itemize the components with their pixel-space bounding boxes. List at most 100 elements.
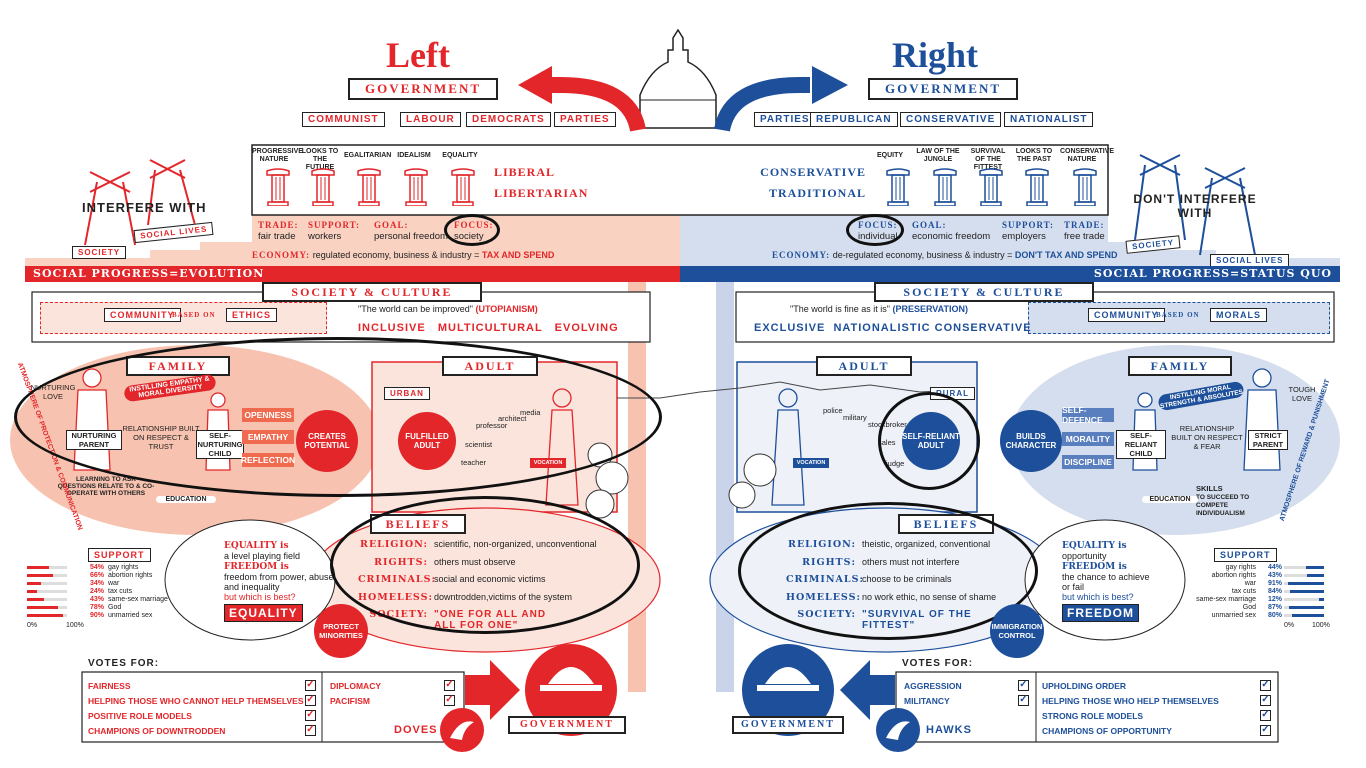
- vote-item: CHAMPIONS OF DOWNTRODDEN: [88, 726, 226, 736]
- support-label: war: [108, 580, 120, 587]
- doves-label: DOVES: [394, 724, 438, 736]
- support-pct: 12%: [1267, 596, 1282, 603]
- economy-right: ECONOMY: de-regulated economy, business …: [772, 250, 1118, 260]
- support-pct: 80%: [1267, 612, 1282, 619]
- support-title-left: SUPPORT: [88, 548, 151, 562]
- family-banner-right: FAMILY: [1128, 356, 1232, 376]
- party-label-left: PARTIES: [554, 112, 616, 127]
- government-banner-bottom-right: GOVERNMENT: [732, 716, 844, 734]
- support-left: SUPPORT: workers: [308, 220, 361, 242]
- pillar-label: CONSERVATIVE NATURE: [1060, 148, 1115, 163]
- support-label: same-sex marriage: [1196, 596, 1256, 603]
- community-panel-left: [40, 302, 327, 334]
- hawk-icon: [886, 718, 910, 742]
- support-label: unmarried sex: [1211, 612, 1256, 619]
- vote-item: AGGRESSION: [904, 681, 962, 691]
- party-label-right: PARTIES: [754, 112, 816, 127]
- pillar-column-icon: [450, 168, 476, 207]
- support-right: SUPPORT: employers: [1002, 220, 1055, 242]
- job-police: police: [823, 406, 843, 415]
- support-label: abortion rights: [1211, 572, 1256, 579]
- skills-text: TO SUCCEED TO COMPETE INDIVIDUALISM: [1196, 494, 1250, 517]
- checkbox-icon: ✓: [305, 724, 316, 736]
- quote-right: "The world is fine as it is" (PRESERVATI…: [790, 304, 968, 314]
- trade-right: TRADE: free trade: [1064, 220, 1105, 242]
- checkbox-icon: ✓: [1018, 694, 1029, 706]
- support-label: God: [108, 604, 122, 611]
- support-pct: 54%: [90, 564, 105, 571]
- tough-love: TOUGH LOVE: [1288, 385, 1316, 403]
- traits-right: EXCLUSIVE NATIONALISTIC CONSERVATIVE: [754, 322, 1032, 334]
- traits-left: INCLUSIVE MULTICULTURAL EVOLVING: [358, 322, 619, 334]
- support-label: tax cuts: [108, 588, 133, 595]
- equality-block-left: EQUALITY is a level playing field FREEDOM…: [224, 541, 334, 602]
- protect-minorities-badge: PROTECT MINORITIES: [314, 604, 368, 658]
- support-label: unmarried sex: [108, 612, 153, 619]
- support-pct: 87%: [1267, 604, 1282, 611]
- party-labour: LABOUR: [400, 112, 461, 127]
- support-pct: 44%: [1267, 564, 1282, 571]
- support-axis-min-left: 0%: [27, 622, 38, 629]
- highlight-oval-self-reliant: [878, 392, 980, 490]
- vocation-briefcase-right: VOCATION: [793, 458, 829, 468]
- goal-left: GOAL: personal freedom: [374, 220, 448, 242]
- social-progress-left: SOCIAL PROGRESS=EVOLUTION: [25, 266, 680, 282]
- support-bar: [27, 590, 37, 593]
- checkbox-icon: ✓: [305, 694, 316, 706]
- highlight-oval-family-adult-left: [14, 337, 662, 497]
- education-right: EDUCATION: [1142, 496, 1198, 503]
- strict-parent: STRICT PARENT: [1248, 430, 1288, 450]
- pillar-label: EQUALITY: [442, 152, 478, 159]
- checkbox-icon: ✓: [1260, 724, 1271, 736]
- right-title: Right: [892, 35, 979, 75]
- conservative-label: CONSERVATIVE: [760, 165, 866, 179]
- adult-banner-right: ADULT: [816, 356, 912, 376]
- pillar-column-icon: [1024, 168, 1050, 207]
- support-bar: [27, 598, 45, 601]
- dove-icon: [450, 718, 474, 742]
- pillar-column-icon: [356, 168, 382, 207]
- support-bar: [1306, 566, 1324, 569]
- freedom-answer: FREEDOM: [1062, 604, 1139, 622]
- party-communist: COMMUNIST: [302, 112, 385, 127]
- party-democrats: DEMOCRATS: [466, 112, 551, 127]
- equality-answer: EQUALITY: [224, 604, 303, 622]
- support-label: war: [1244, 580, 1256, 587]
- vote-item: HELPING THOSE WHO HELP THEMSELVES: [1042, 696, 1219, 706]
- skills-label: SKILLS: [1196, 484, 1223, 493]
- checkbox-icon: ✓: [305, 679, 316, 691]
- society-culture-banner-left: SOCIETY & CULTURE: [262, 282, 482, 302]
- pillar-column-icon: [932, 168, 958, 207]
- support-bar: [1290, 590, 1324, 593]
- party-conservative: CONSERVATIVE: [900, 112, 1002, 127]
- pillar-column-icon: [885, 168, 911, 207]
- support-pct: 43%: [90, 596, 105, 603]
- support-bar: [1289, 606, 1324, 609]
- liberal-label: LIBERAL: [494, 165, 556, 179]
- pillar-column-icon: [265, 168, 291, 207]
- support-pct: 43%: [1267, 572, 1282, 579]
- pillar-label: EQUITY: [876, 152, 904, 159]
- pillar-label: EGALITARIAN: [344, 152, 392, 159]
- pillar-column-icon: [1072, 168, 1098, 207]
- self-reliant-child: SELF-RELIANT CHILD: [1116, 430, 1166, 459]
- pillar-label: LAW OF THE JUNGLE: [916, 148, 960, 163]
- support-bar-track: [1284, 574, 1324, 577]
- vote-item: POSITIVE ROLE MODELS: [88, 711, 192, 721]
- support-label: tax cuts: [1231, 588, 1256, 595]
- checkbox-icon: ✓: [305, 709, 316, 721]
- education-left: EDUCATION: [156, 496, 216, 503]
- left-government-banner: GOVERNMENT: [348, 78, 498, 100]
- votes-for-right: VOTES FOR:: [902, 658, 974, 669]
- builds-character-badge: BUILDS CHARACTER: [1000, 410, 1062, 472]
- based-on-left: BASED ON: [172, 311, 216, 319]
- focus-highlight-left: [444, 214, 500, 246]
- checkbox-icon: ✓: [444, 679, 455, 691]
- right-government-banner: GOVERNMENT: [868, 78, 1018, 100]
- support-bar: [27, 566, 49, 569]
- society-culture-banner-right: SOCIETY & CULTURE: [874, 282, 1094, 302]
- vote-item: HELPING THOSE WHO CANNOT HELP THEMSELVES: [88, 696, 304, 706]
- pillar-label: SURVIVAL OF THE FITTEST: [970, 148, 1006, 171]
- discipline-arrow: DISCIPLINE: [1062, 455, 1114, 469]
- interfere-with-text: INTERFERE WITH: [82, 200, 207, 215]
